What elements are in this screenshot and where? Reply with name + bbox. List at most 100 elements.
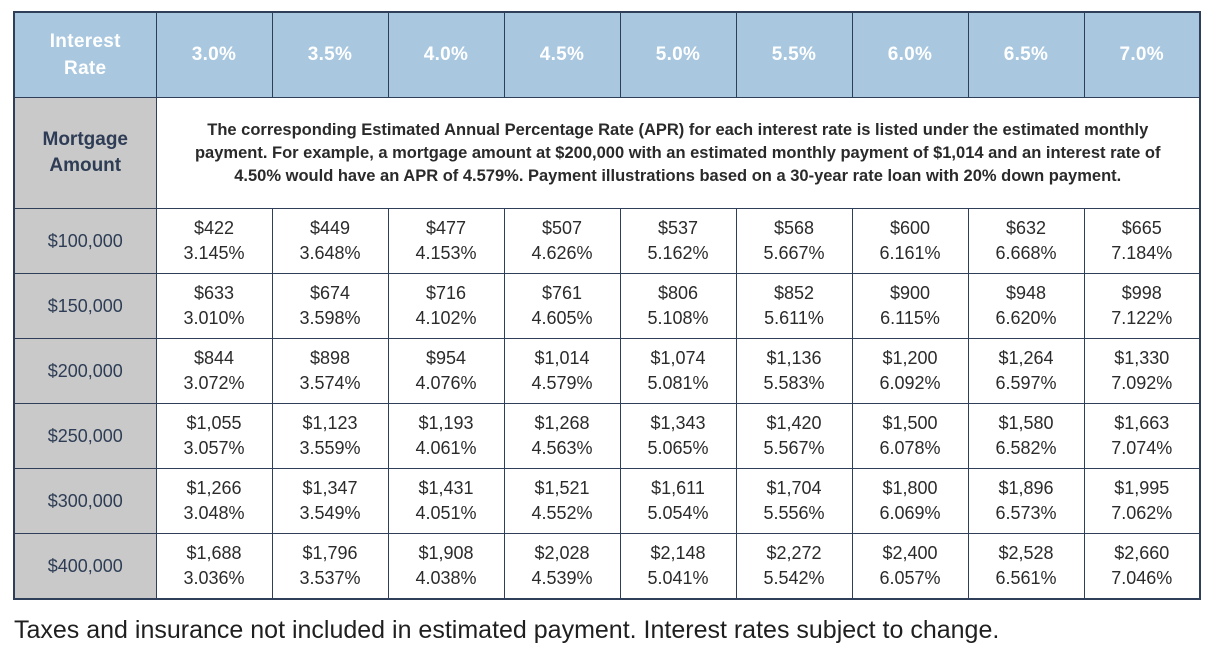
monthly-payment-value: $477 — [425, 218, 467, 238]
apr-value: 5.041% — [647, 568, 709, 588]
footnote-text: Taxes and insurance not included in esti… — [14, 616, 1000, 644]
monthly-payment-value: $1,123 — [302, 413, 358, 433]
apr-value: 6.582% — [995, 438, 1057, 458]
monthly-payment-value: $1,420 — [766, 413, 822, 433]
payment-cell: $1,136 5.583% — [735, 338, 853, 404]
apr-value: 3.072% — [183, 373, 245, 393]
payment-cell: $449 3.648% — [271, 208, 389, 274]
payment-cell: $1,663 7.074% — [1083, 403, 1201, 469]
monthly-payment-value: $1,014 — [534, 348, 590, 368]
interest-rate-header-line2: Rate — [64, 58, 107, 79]
payment-cell: $2,028 4.539% — [503, 533, 621, 600]
mortgage-amount-cell: $300,000 — [13, 468, 157, 534]
apr-value: 3.559% — [299, 438, 361, 458]
payment-cell: $1,688 3.036% — [155, 533, 273, 600]
apr-value: 4.061% — [415, 438, 477, 458]
apr-value: 6.092% — [879, 373, 941, 393]
payment-cell: $2,660 7.046% — [1083, 533, 1201, 600]
monthly-payment-value: $898 — [309, 348, 351, 368]
apr-value: 5.108% — [647, 308, 709, 328]
apr-value: 4.153% — [415, 243, 477, 263]
payment-cell: $2,528 6.561% — [967, 533, 1085, 600]
apr-value: 4.626% — [531, 243, 593, 263]
payment-cell: $1,074 5.081% — [619, 338, 737, 404]
payment-cell: $537 5.162% — [619, 208, 737, 274]
apr-value: 5.667% — [763, 243, 825, 263]
rate-header-cell: 5.5% — [735, 11, 853, 98]
apr-value: 6.620% — [995, 308, 1057, 328]
payment-cell: $1,123 3.559% — [271, 403, 389, 469]
payment-cell: $1,908 4.038% — [387, 533, 505, 600]
apr-value: 6.597% — [995, 373, 1057, 393]
apr-value: 7.122% — [1111, 308, 1173, 328]
monthly-payment-value: $1,431 — [418, 478, 474, 498]
rate-header-cell: 7.0% — [1083, 11, 1201, 98]
monthly-payment-value: $537 — [657, 218, 699, 238]
monthly-payment-value: $716 — [425, 283, 467, 303]
monthly-payment-value: $998 — [1121, 283, 1162, 303]
payment-cell: $507 4.626% — [503, 208, 621, 274]
apr-value: 5.583% — [763, 373, 825, 393]
table-row: $400,000 $1,688 3.036% $1,796 3.537% $1,908 4.… — [13, 533, 1201, 600]
payment-cell: $1,330 7.092% — [1083, 338, 1201, 404]
monthly-payment-value: $2,400 — [882, 543, 938, 563]
rate-header-cell: 3.5% — [271, 11, 389, 98]
payment-cell: $1,200 6.092% — [851, 338, 969, 404]
monthly-payment-value: $1,136 — [766, 348, 822, 368]
payment-cell: $898 3.574% — [271, 338, 389, 404]
monthly-payment-value: $568 — [773, 218, 815, 238]
rate-header-cell: 4.0% — [387, 11, 505, 98]
apr-value: 3.648% — [299, 243, 361, 263]
monthly-payment-value: $1,055 — [186, 413, 242, 433]
table-row: $150,000 $633 3.010% $674 3.598% $716 4.102% $7… — [13, 273, 1201, 339]
mortgage-amount-cell: $100,000 — [13, 208, 157, 274]
apr-value: 6.561% — [995, 568, 1057, 588]
apr-value: 7.092% — [1111, 373, 1173, 393]
apr-value: 3.010% — [183, 308, 245, 328]
apr-value: 4.579% — [531, 373, 593, 393]
payment-cell: $2,272 5.542% — [735, 533, 853, 600]
monthly-payment-value: $1,611 — [651, 478, 705, 498]
payment-cell: $674 3.598% — [271, 273, 389, 339]
payment-cell: $1,343 5.065% — [619, 403, 737, 469]
apr-value: 6.057% — [879, 568, 941, 588]
payment-cell: $806 5.108% — [619, 273, 737, 339]
monthly-payment-value: $1,995 — [1114, 478, 1170, 498]
apr-value: 5.162% — [647, 243, 709, 263]
mortgage-amount-cell: $200,000 — [13, 338, 157, 404]
monthly-payment-value: $507 — [541, 218, 583, 238]
apr-value: 3.598% — [299, 308, 361, 328]
apr-value: 7.062% — [1111, 503, 1173, 523]
monthly-payment-value: $1,074 — [650, 348, 706, 368]
apr-value: 4.038% — [415, 568, 477, 588]
monthly-payment-value: $1,908 — [418, 543, 474, 563]
table-row: $200,000 $844 3.072% $898 3.574% $954 4.076% $1… — [13, 338, 1201, 404]
monthly-payment-value: $674 — [309, 283, 351, 303]
payment-cell: $568 5.667% — [735, 208, 853, 274]
monthly-payment-value: $1,521 — [534, 478, 590, 498]
table-row: $250,000 $1,055 3.057% $1,123 3.559% $1,193 4.… — [13, 403, 1201, 469]
apr-value: 5.054% — [647, 503, 709, 523]
apr-value: 4.552% — [531, 503, 593, 523]
payment-cell: $1,995 7.062% — [1083, 468, 1201, 534]
mortgage-amount-cell: $150,000 — [13, 273, 157, 339]
monthly-payment-value: $633 — [193, 283, 235, 303]
monthly-payment-value: $844 — [193, 348, 235, 368]
monthly-payment-value: $2,028 — [534, 543, 590, 563]
mortgage-amount-cell: $400,000 — [13, 533, 157, 600]
payment-cell: $633 3.010% — [155, 273, 273, 339]
payment-cell: $477 4.153% — [387, 208, 505, 274]
payment-cell: $1,420 5.567% — [735, 403, 853, 469]
apr-value: 5.081% — [647, 373, 709, 393]
monthly-payment-value: $1,796 — [302, 543, 358, 563]
payment-cell: $1,896 6.573% — [967, 468, 1085, 534]
monthly-payment-value: $600 — [889, 218, 931, 238]
payment-cell: $2,400 6.057% — [851, 533, 969, 600]
payment-cell: $844 3.072% — [155, 338, 273, 404]
apr-value: 3.145% — [183, 243, 245, 263]
payment-cell: $948 6.620% — [967, 273, 1085, 339]
apr-value: 4.605% — [531, 308, 593, 328]
monthly-payment-value: $1,580 — [998, 413, 1054, 433]
monthly-payment-value: $2,272 — [766, 543, 822, 563]
payment-cell: $1,193 4.061% — [387, 403, 505, 469]
